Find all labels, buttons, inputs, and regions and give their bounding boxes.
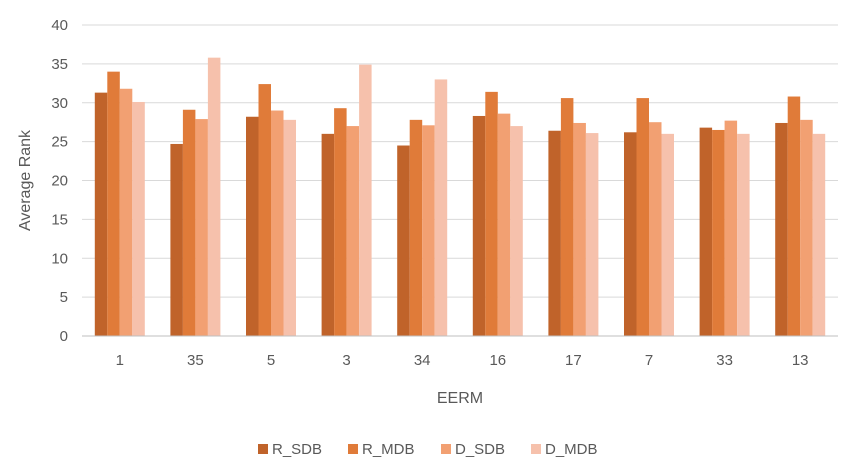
legend: R_SDB R_MDB D_SDB D_MDB <box>258 441 598 458</box>
bar-d-mdb <box>132 101 145 336</box>
x-axis-label: EERM <box>437 390 483 407</box>
legend-label: R_MDB <box>362 441 415 458</box>
legend-label: R_SDB <box>272 441 322 458</box>
bar-d-sdb <box>271 110 284 337</box>
legend-swatch <box>531 444 541 454</box>
bar-d-mdb <box>585 133 599 336</box>
x-tick-label: 16 <box>489 352 506 369</box>
y-tick-label: 20 <box>51 173 68 190</box>
y-tick-label: 15 <box>51 211 68 228</box>
y-tick-label: 30 <box>51 95 68 112</box>
x-tick-label: 17 <box>565 352 582 369</box>
bar-r-sdb <box>775 122 788 336</box>
bar-r-sdb <box>170 143 183 336</box>
bar-d-sdb <box>422 125 435 336</box>
bar-d-sdb <box>724 120 738 336</box>
bar-r-mdb <box>258 84 271 336</box>
x-tick-label: 33 <box>716 352 733 369</box>
x-tick-label: 35 <box>187 352 204 369</box>
x-tick-label: 13 <box>792 352 809 369</box>
legend-label: D_MDB <box>545 441 598 458</box>
bar-d-mdb <box>661 133 674 336</box>
x-tick-label: 5 <box>267 352 275 369</box>
bar-r-sdb <box>548 130 561 336</box>
x-axis-ticks: 1 35 5 3 34 16 17 7 33 13 <box>116 352 809 369</box>
bar-d-mdb <box>434 79 448 337</box>
x-tick-label: 3 <box>342 352 350 369</box>
bar-r-sdb <box>397 145 410 336</box>
y-tick-label: 5 <box>60 289 68 306</box>
legend-swatch <box>348 444 358 454</box>
y-axis-label: Average Rank <box>17 129 34 231</box>
bar-d-mdb <box>283 119 296 336</box>
x-tick-label: 1 <box>116 352 124 369</box>
bar-d-sdb <box>119 88 133 336</box>
bar-r-sdb <box>699 127 713 336</box>
bar-r-mdb <box>636 98 649 337</box>
bar-r-mdb <box>560 98 574 337</box>
bar-r-mdb <box>409 119 423 336</box>
y-tick-label: 10 <box>51 250 68 267</box>
bar-r-sdb <box>472 115 486 336</box>
x-tick-label: 34 <box>414 352 431 369</box>
bar-d-mdb <box>207 57 221 336</box>
bar-r-sdb <box>321 133 335 336</box>
y-tick-label: 35 <box>51 56 68 73</box>
bar-d-mdb <box>359 64 372 336</box>
bar-r-sdb <box>246 116 259 337</box>
bar-d-mdb <box>737 133 750 336</box>
bar-d-sdb <box>649 122 662 336</box>
bar-r-mdb <box>712 129 725 336</box>
bar-d-sdb <box>195 119 208 336</box>
legend-swatch <box>441 444 451 454</box>
y-tick-label: 0 <box>60 328 68 345</box>
x-tick-label: 7 <box>645 352 653 369</box>
bars <box>94 57 826 337</box>
bar-d-sdb <box>497 113 511 336</box>
bar-r-mdb <box>107 71 120 337</box>
bar-d-sdb <box>346 126 360 336</box>
legend-label: D_SDB <box>455 441 505 458</box>
legend-swatch <box>258 444 268 454</box>
bar-d-sdb <box>573 122 586 336</box>
y-axis-ticks: 0 5 10 15 20 25 30 35 40 <box>51 17 68 345</box>
bar-r-mdb <box>787 96 801 336</box>
bar-r-sdb <box>624 132 637 336</box>
bar-r-sdb <box>94 92 108 336</box>
bar-r-mdb <box>334 108 347 336</box>
bar-d-sdb <box>800 119 813 336</box>
bar-r-mdb <box>485 91 498 337</box>
bar-d-mdb <box>812 133 826 336</box>
y-tick-label: 40 <box>51 17 68 34</box>
y-tick-label: 25 <box>51 134 68 151</box>
bar-r-mdb <box>182 109 196 336</box>
bar-d-mdb <box>510 126 523 336</box>
